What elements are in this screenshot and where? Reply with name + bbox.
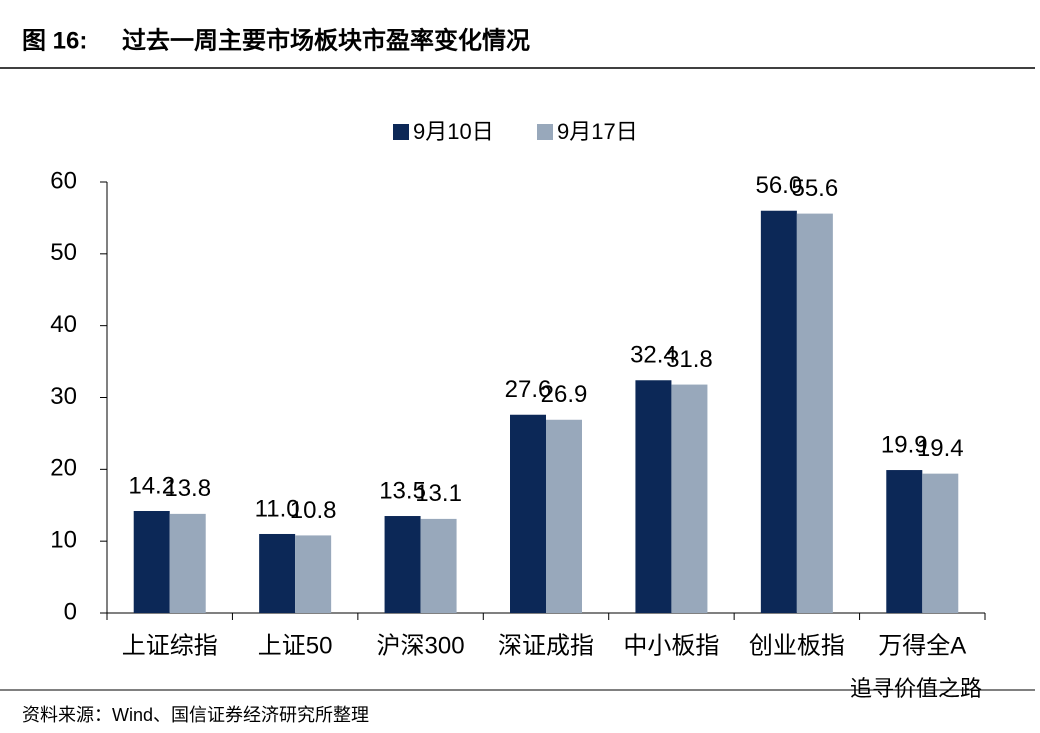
value-label: 11.0 xyxy=(255,495,300,522)
value-label: 26.9 xyxy=(541,381,588,408)
value-label: 19.4 xyxy=(917,435,964,462)
legend-swatch xyxy=(537,124,553,140)
value-label: 55.6 xyxy=(791,175,838,202)
bar xyxy=(886,470,923,613)
y-tick-label: 60 xyxy=(50,167,77,194)
x-tick-label: 创业板指 xyxy=(749,632,845,659)
x-tick-label: 深证成指 xyxy=(498,632,594,659)
bar xyxy=(760,210,797,613)
legend-swatch xyxy=(393,124,409,140)
chart-title: 过去一周主要市场板块市盈率变化情况 xyxy=(122,26,530,54)
legend-label: 9月10日 xyxy=(413,119,494,144)
value-label: 13.5 xyxy=(379,477,426,504)
y-tick-label: 10 xyxy=(50,527,77,554)
figure-label: 图 16: xyxy=(22,27,87,54)
bar xyxy=(295,535,332,613)
value-label: 31.8 xyxy=(666,346,713,373)
x-tick-label: 上证50 xyxy=(258,632,333,659)
y-tick-label: 30 xyxy=(50,383,77,410)
bar xyxy=(796,213,833,613)
source-note: 资料来源：Wind、国信证券经济研究所整理 xyxy=(22,705,369,725)
y-tick-label: 20 xyxy=(50,455,77,482)
value-label: 32.4 xyxy=(630,342,677,369)
bar xyxy=(922,473,959,613)
x-tick-label: 上证综指 xyxy=(122,632,218,659)
value-label: 10.8 xyxy=(290,497,337,524)
bar xyxy=(169,513,206,613)
bar xyxy=(420,518,457,613)
value-label: 14.2 xyxy=(128,472,175,499)
value-label: 13.1 xyxy=(415,480,462,507)
x-tick-label: 万得全A xyxy=(878,632,966,659)
bar xyxy=(259,533,296,613)
y-tick-label: 40 xyxy=(50,311,77,338)
y-tick-label: 0 xyxy=(64,598,77,625)
bar xyxy=(384,516,421,613)
watermark: 追寻价值之路 xyxy=(850,676,982,701)
value-label: 56.0 xyxy=(755,172,802,199)
legend-label: 9月17日 xyxy=(557,119,638,144)
y-tick-label: 50 xyxy=(50,239,77,266)
bar xyxy=(133,510,170,613)
value-label: 27.6 xyxy=(505,376,552,403)
bar xyxy=(635,380,672,613)
bar xyxy=(510,414,546,613)
bar xyxy=(546,419,582,613)
x-tick-label: 沪深300 xyxy=(377,632,465,659)
bar xyxy=(671,384,708,613)
value-label: 13.8 xyxy=(164,475,211,502)
x-tick-label: 中小板指 xyxy=(623,632,719,659)
value-label: 19.9 xyxy=(881,431,928,458)
